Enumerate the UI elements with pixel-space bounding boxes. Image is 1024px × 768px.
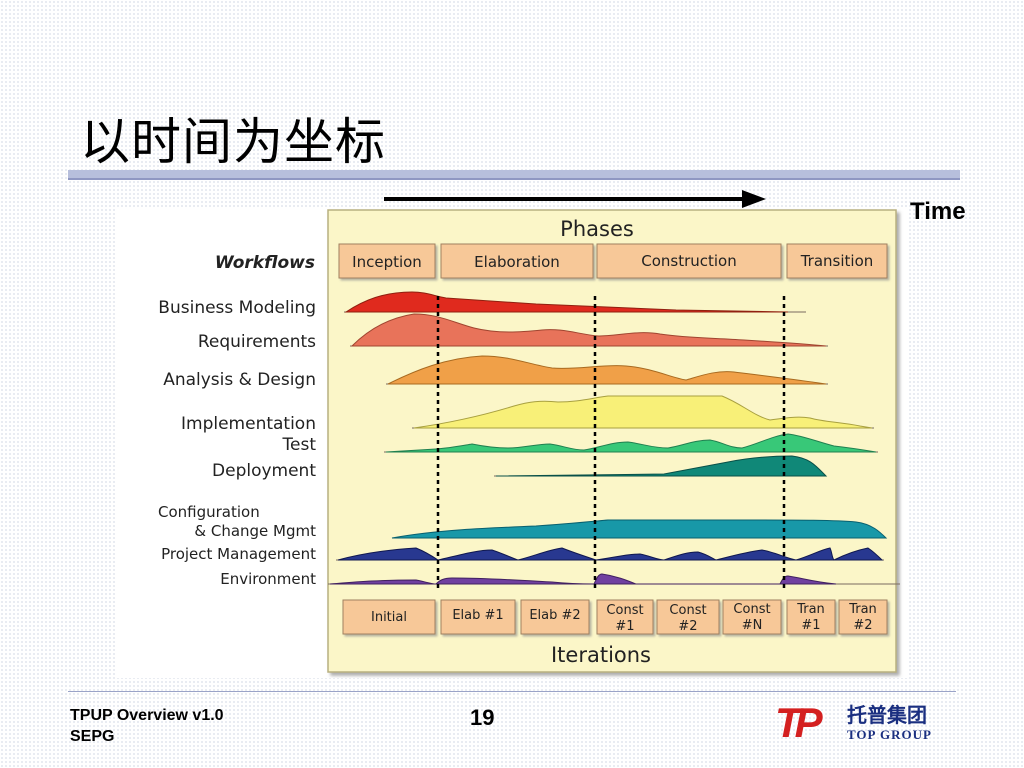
iteration-label-tran-1: Tran bbox=[796, 602, 825, 617]
iteration-sublabel-tran-2: #2 bbox=[853, 618, 872, 633]
iteration-box-elab-2 bbox=[520, 599, 590, 635]
company-logo: TP 托普集团 TOP GROUP bbox=[775, 700, 932, 742]
workflow-label-configuration: Configuration bbox=[158, 503, 260, 521]
footer-department: SEPG bbox=[70, 728, 115, 745]
workflow-label-deployment: Deployment bbox=[212, 461, 316, 481]
phase-box-construction bbox=[596, 243, 782, 279]
iteration-sublabel-const-1: #1 bbox=[615, 619, 634, 634]
workflow-curve-business-modeling bbox=[344, 291, 789, 313]
footer-title: TPUP Overview v1.0 bbox=[70, 707, 224, 724]
workflow-label-business-modeling: Business Modeling bbox=[158, 298, 316, 318]
workflows-header: Workflows bbox=[215, 253, 315, 273]
phase-label-elaboration: Elaboration bbox=[474, 253, 560, 271]
workflow-curve-project-management bbox=[337, 547, 884, 561]
iteration-label-elab-2: Elab #2 bbox=[529, 608, 580, 623]
iteration-box-tran-1 bbox=[786, 599, 836, 635]
iteration-label-elab-1: Elab #1 bbox=[452, 608, 503, 623]
iterations-header: Iterations bbox=[551, 643, 651, 667]
rup-process-diagram: Phases Workflows Iterations Inception El… bbox=[158, 209, 900, 673]
phase-label-inception: Inception bbox=[352, 253, 422, 271]
iteration-label-const-n: Const bbox=[733, 602, 770, 617]
phases-header: Phases bbox=[560, 217, 634, 241]
workflow-label-implementation: Implementation bbox=[181, 414, 316, 434]
workflow-curve-analysis-design bbox=[387, 355, 827, 385]
iteration-box-elab-1 bbox=[440, 599, 516, 635]
workflow-label-environment: Environment bbox=[220, 570, 316, 588]
workflow-curve-implementation bbox=[413, 395, 873, 429]
iteration-box-const-n bbox=[722, 599, 782, 635]
iteration-box-const-2 bbox=[656, 599, 720, 635]
title-divider bbox=[68, 170, 960, 180]
workflow-curve-deployment bbox=[495, 455, 828, 477]
phase-box-elaboration bbox=[440, 243, 594, 279]
logo-chinese-name: 托普集团 bbox=[847, 703, 927, 727]
phase-label-transition: Transition bbox=[800, 252, 874, 270]
phase-label-construction: Construction bbox=[641, 252, 737, 270]
footer-divider bbox=[68, 691, 956, 692]
iteration-label-initial: Initial bbox=[371, 610, 407, 625]
logo-mark: TP bbox=[775, 700, 824, 742]
iteration-sublabel-tran-1: #1 bbox=[801, 618, 820, 633]
iteration-label-tran-2: Tran bbox=[848, 602, 877, 617]
phase-box-transition bbox=[786, 243, 888, 279]
workflow-curve-test bbox=[385, 433, 877, 453]
iteration-sublabel-const-n: #N bbox=[742, 618, 763, 633]
workflow-curve-requirements bbox=[350, 313, 827, 347]
time-arrow-icon bbox=[384, 190, 766, 208]
workflow-label-project-management: Project Management bbox=[161, 545, 316, 563]
iteration-box-initial bbox=[342, 599, 436, 635]
workflow-label-change-mgmt: & Change Mgmt bbox=[194, 522, 316, 540]
iteration-box-const-1 bbox=[596, 599, 654, 635]
workflow-label-analysis-design: Analysis & Design bbox=[163, 370, 316, 390]
slide-title: 以时间为坐标 bbox=[80, 113, 386, 171]
iteration-label-const-1: Const bbox=[606, 603, 643, 618]
time-label: Time bbox=[910, 198, 966, 225]
phase-box-inception bbox=[338, 243, 436, 279]
logo-english-name: TOP GROUP bbox=[847, 727, 932, 742]
workflow-curve-configuration bbox=[391, 519, 888, 539]
iteration-box-tran-2 bbox=[838, 599, 888, 635]
iteration-sublabel-const-2: #2 bbox=[678, 619, 697, 634]
page-number: 19 bbox=[470, 705, 495, 730]
workflow-label-test: Test bbox=[282, 435, 317, 455]
workflow-label-requirements: Requirements bbox=[198, 332, 316, 352]
iteration-label-const-2: Const bbox=[669, 603, 706, 618]
footer-text: TPUP Overview v1.0 SEPG bbox=[70, 705, 224, 747]
